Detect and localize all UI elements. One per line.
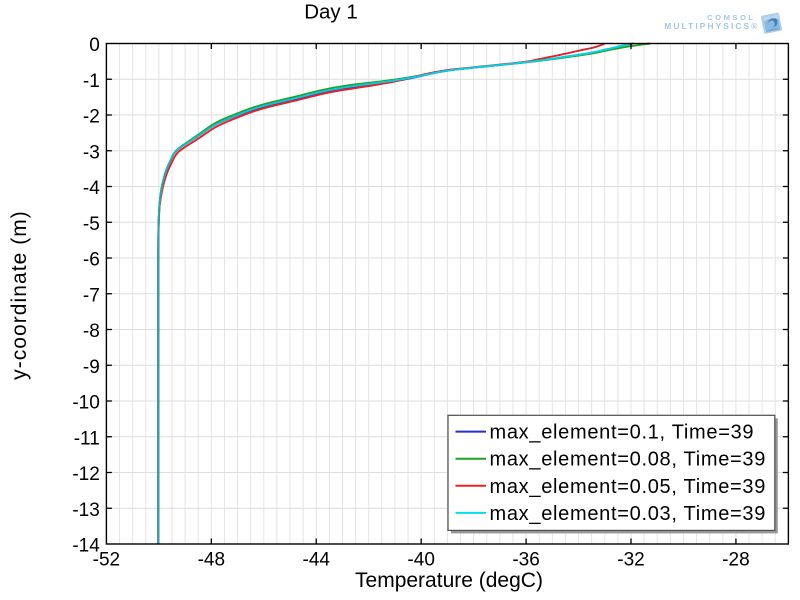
svg-text:-10: -10 — [72, 393, 99, 414]
svg-text:-13: -13 — [72, 500, 99, 521]
svg-text:-12: -12 — [72, 464, 99, 485]
svg-text:-7: -7 — [83, 285, 100, 306]
svg-text:-2: -2 — [83, 107, 100, 128]
svg-text:-52: -52 — [93, 550, 120, 571]
svg-text:-11: -11 — [74, 428, 100, 449]
svg-text:0: 0 — [89, 35, 100, 56]
svg-text:-9: -9 — [83, 357, 100, 378]
svg-text:-6: -6 — [83, 250, 100, 271]
svg-text:-3: -3 — [83, 142, 100, 163]
svg-text:-44: -44 — [303, 550, 331, 571]
svg-text:max_element=0.05, Time=39: max_element=0.05, Time=39 — [490, 476, 767, 498]
svg-text:max_element=0.03, Time=39: max_element=0.03, Time=39 — [490, 503, 767, 525]
svg-text:-28: -28 — [722, 550, 749, 571]
svg-text:-32: -32 — [617, 550, 644, 571]
svg-text:-4: -4 — [83, 178, 100, 199]
svg-text:-48: -48 — [198, 550, 225, 571]
svg-text:max_element=0.08, Time=39: max_element=0.08, Time=39 — [490, 449, 767, 471]
svg-text:COMSOL: COMSOL — [707, 13, 755, 22]
svg-text:y-coordinate (m): y-coordinate (m) — [8, 210, 31, 380]
svg-text:-14: -14 — [72, 536, 100, 557]
svg-text:max_element=0.1, Time=39: max_element=0.1, Time=39 — [490, 422, 755, 444]
svg-text:MULTIPHYSICS®: MULTIPHYSICS® — [664, 21, 759, 31]
svg-text:-40: -40 — [407, 550, 434, 571]
svg-text:-36: -36 — [512, 550, 539, 571]
svg-text:Temperature (degC): Temperature (degC) — [355, 569, 543, 592]
svg-text:-5: -5 — [83, 214, 100, 235]
svg-text:Day 1: Day 1 — [304, 0, 358, 23]
svg-text:-1: -1 — [83, 71, 100, 92]
svg-text:-8: -8 — [83, 321, 100, 342]
